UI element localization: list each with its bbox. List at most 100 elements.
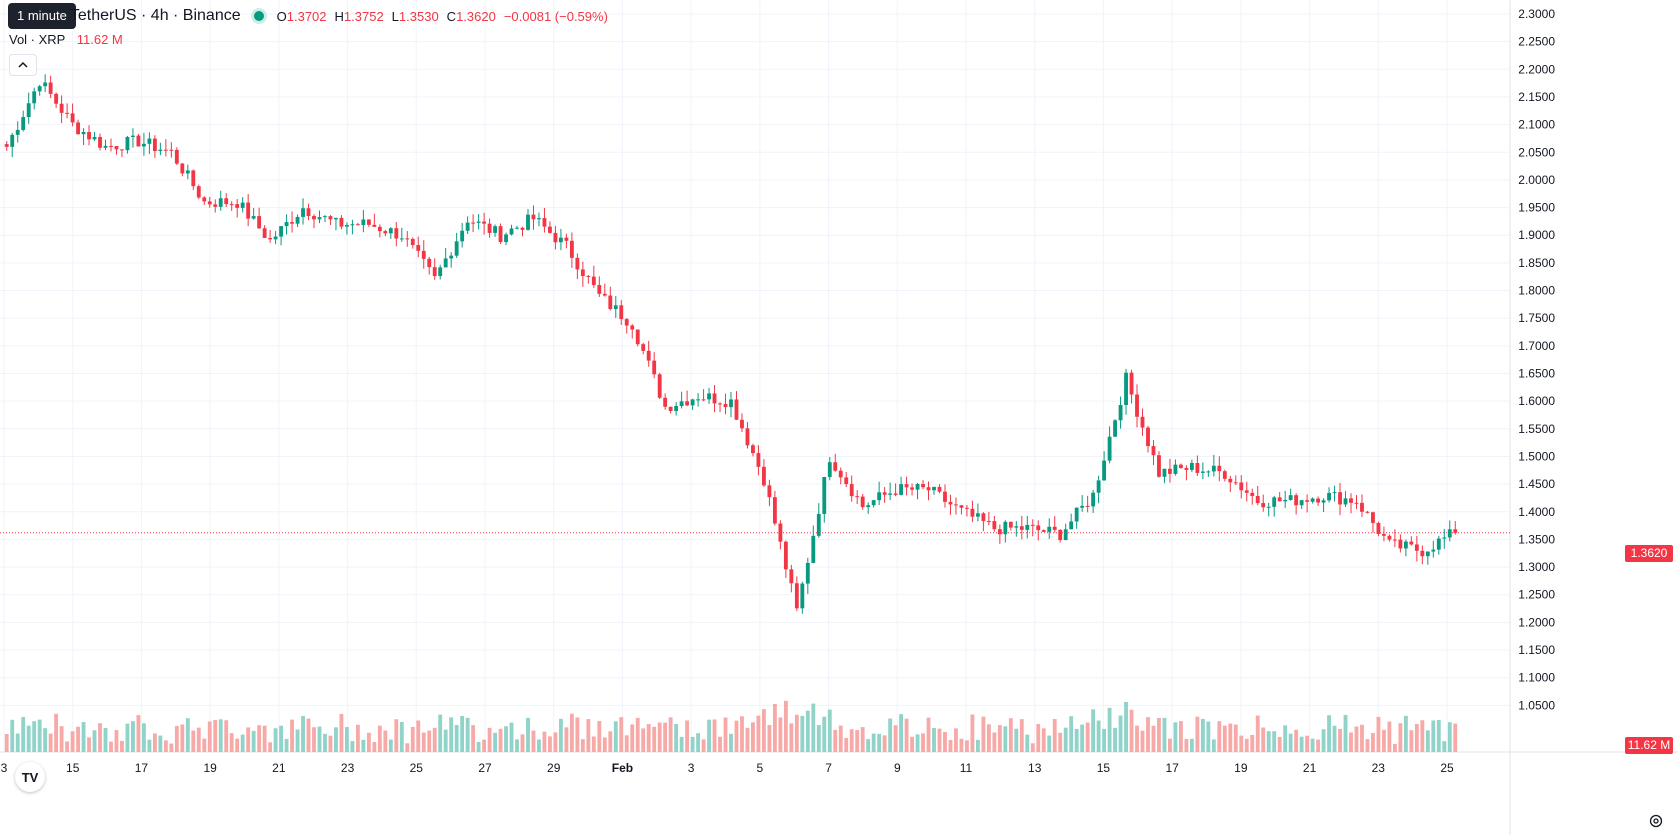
candle-body — [586, 275, 591, 277]
candle-body — [679, 401, 684, 407]
volume-bar — [1157, 717, 1161, 752]
volume-bar — [597, 721, 602, 752]
candle-body — [888, 493, 893, 495]
collapse-legend-button[interactable] — [9, 54, 37, 76]
chevron-up-icon — [18, 61, 28, 68]
y-tick-label: 1.8500 — [1518, 256, 1555, 270]
candle-body — [531, 214, 536, 220]
candle-body — [613, 305, 618, 310]
volume-bar — [257, 725, 262, 752]
volume-bar — [405, 743, 410, 752]
volume-bar — [295, 729, 300, 752]
volume-legend[interactable]: Vol · XRP 11.62 M — [9, 32, 123, 47]
volume-bar — [196, 727, 201, 752]
candle-body — [366, 219, 371, 225]
volume-bar — [515, 739, 519, 752]
volume-bar — [772, 703, 777, 752]
candle-body — [1354, 502, 1359, 504]
candle-body — [1338, 492, 1342, 505]
volume-bar — [948, 739, 953, 752]
ohlc-open: O1.3702 — [276, 8, 327, 24]
volume-bar — [1189, 738, 1194, 752]
candle-body — [460, 230, 465, 242]
candle-body — [997, 529, 1002, 535]
candle-body — [1250, 492, 1255, 496]
candle-body — [410, 238, 415, 246]
candle-body — [877, 492, 882, 501]
candle-body — [235, 204, 240, 208]
volume-bar — [1453, 723, 1458, 752]
candle-body — [899, 484, 904, 495]
volume-bar — [1272, 731, 1277, 752]
candle-body — [54, 93, 59, 104]
candle-body — [1376, 522, 1381, 534]
volume-bar — [366, 732, 371, 752]
volume-bar — [147, 739, 152, 752]
volume-bar — [70, 731, 75, 752]
candle-body — [745, 428, 750, 446]
candle-body — [1146, 427, 1150, 447]
volume-bar — [1277, 736, 1282, 752]
candle-body — [1321, 500, 1326, 503]
volume-bar — [992, 732, 997, 752]
volume-bar — [1299, 736, 1304, 752]
volume-bar — [399, 721, 404, 752]
volume-bar — [10, 719, 15, 752]
volume-bar — [789, 723, 794, 752]
volume-bar — [997, 725, 1002, 752]
candle-body — [1074, 507, 1079, 522]
candle-body — [641, 344, 646, 351]
candle-body — [87, 132, 91, 140]
symbol-title[interactable]: TetherUS · 4h · Binance — [69, 7, 241, 24]
volume-bar — [290, 719, 294, 752]
candle-body — [772, 497, 777, 524]
volume-bar — [756, 715, 761, 752]
volume-bar — [1261, 727, 1266, 752]
candle-body — [816, 513, 821, 536]
candle-body — [663, 397, 668, 407]
settings-gear-icon[interactable] — [1648, 813, 1664, 829]
ohlc-close: C1.3620 — [446, 8, 496, 24]
x-tick-label: 5 — [757, 761, 764, 775]
volume-bar — [174, 725, 179, 752]
volume-bar — [729, 733, 733, 752]
y-tick-label: 1.4000 — [1518, 505, 1555, 519]
candle-body — [948, 501, 953, 505]
volume-bar — [975, 739, 980, 752]
volume-bar — [43, 728, 48, 752]
candle-body — [1266, 506, 1271, 508]
candle-body — [372, 224, 377, 227]
tradingview-logo[interactable]: TV — [15, 762, 45, 792]
candle-body — [1124, 372, 1128, 406]
candle-body — [751, 445, 755, 454]
candle-body — [1189, 462, 1194, 470]
candle-body — [1409, 541, 1414, 545]
volume-bar — [1146, 717, 1150, 752]
candle-body — [1195, 462, 1200, 473]
volume-bar — [877, 733, 882, 752]
volume-bar — [1371, 733, 1375, 752]
candle-body — [432, 267, 437, 277]
candle-body — [740, 419, 744, 429]
volume-bar — [454, 725, 459, 752]
candle-body — [196, 186, 201, 198]
candle-body — [339, 217, 344, 227]
candle-body — [1008, 521, 1013, 528]
candle-body — [98, 136, 102, 148]
candle-body — [1200, 471, 1205, 473]
candle-body — [1096, 480, 1101, 493]
volume-bar — [1255, 715, 1260, 752]
volume-bar — [970, 714, 975, 752]
candle-body — [279, 226, 284, 237]
volume-bar — [1305, 735, 1310, 752]
x-tick-label: 21 — [272, 761, 286, 775]
volume-bar — [1409, 730, 1414, 752]
volume-bar — [334, 727, 338, 752]
volume-bar — [723, 717, 728, 752]
candle-body — [290, 222, 294, 224]
candle-body — [970, 508, 975, 517]
candle-body — [158, 149, 163, 152]
volume-bar — [882, 735, 887, 752]
candle-body — [537, 218, 541, 220]
